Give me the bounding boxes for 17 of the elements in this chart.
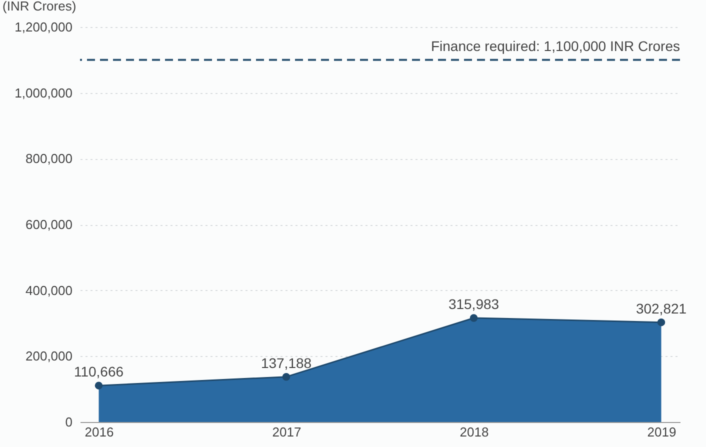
- ref-line-label: Finance required: 1,100,000 INR Crores: [430, 38, 680, 54]
- data-label: 302,821: [636, 300, 687, 316]
- data-label: 137,188: [260, 354, 312, 371]
- x-tick-label: 2018: [460, 424, 489, 440]
- x-tick-label: 2017: [272, 424, 302, 440]
- y-axis-title: (INR Crores): [2, 0, 76, 14]
- y-tick-label: 800,000: [26, 151, 72, 166]
- y-tick-label: 0: [65, 414, 72, 430]
- x-tick-label: 2016: [84, 424, 114, 440]
- y-tick-label: 1,200,000: [14, 20, 72, 34]
- y-tick-label: 600,000: [26, 217, 72, 232]
- x-tick-label: 2019: [647, 424, 676, 440]
- data-label: 315,983: [448, 296, 500, 312]
- y-tick-label: 400,000: [26, 282, 72, 298]
- y-tick-label: 1,000,000: [14, 85, 72, 100]
- data-label: 110,666: [74, 364, 124, 380]
- y-tick-label: 200,000: [26, 348, 72, 364]
